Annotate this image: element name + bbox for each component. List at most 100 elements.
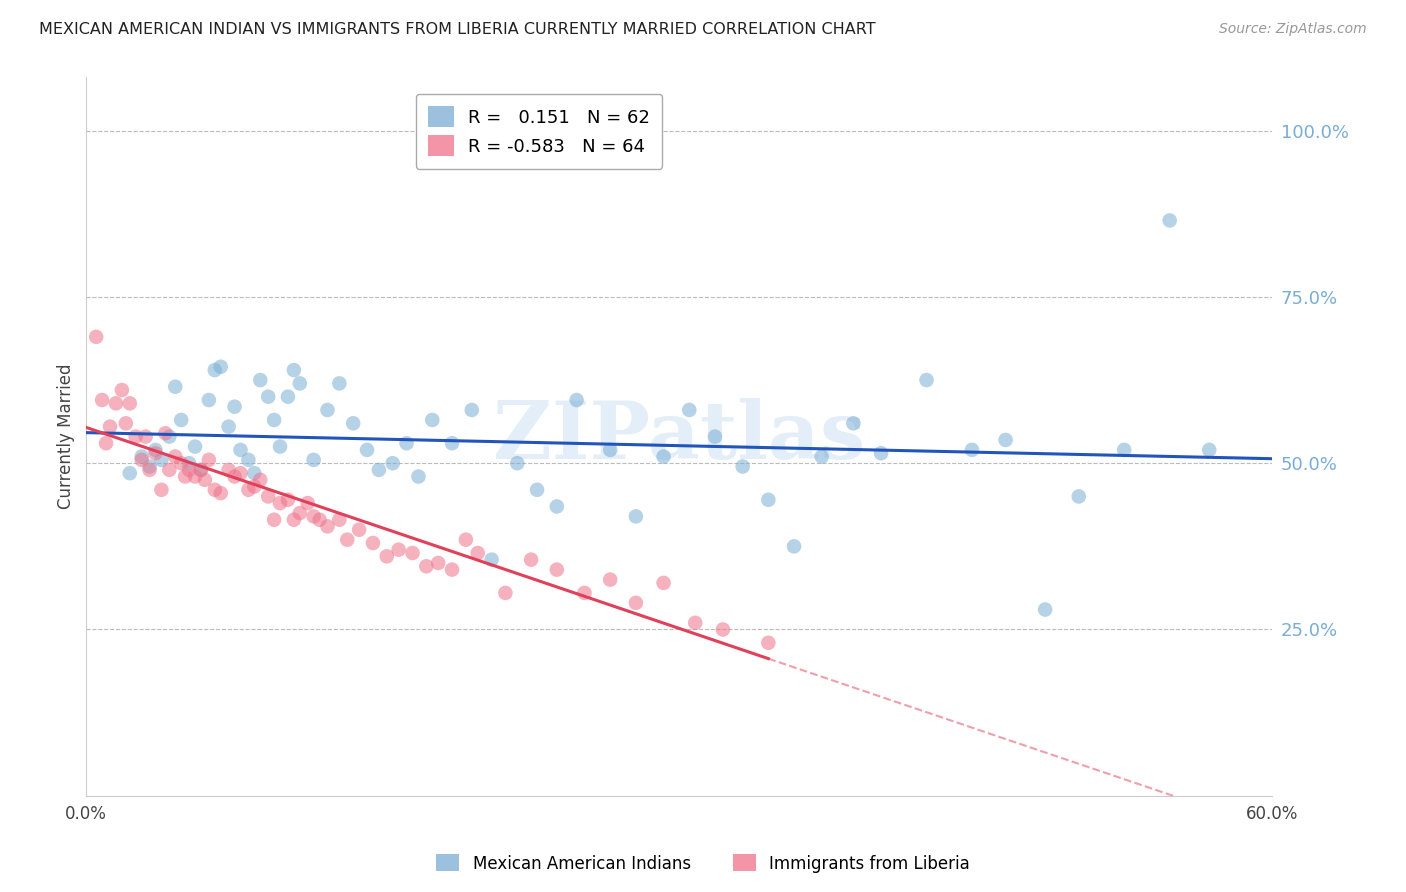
Point <box>150 483 173 497</box>
Point <box>84 330 107 344</box>
Point <box>263 513 285 527</box>
Point <box>915 373 938 387</box>
Point <box>145 446 167 460</box>
Point <box>316 519 339 533</box>
Point <box>870 446 893 460</box>
Point <box>131 450 153 464</box>
Point <box>190 463 212 477</box>
Point <box>138 459 160 474</box>
Point <box>131 453 153 467</box>
Point <box>1067 490 1090 504</box>
Point <box>277 492 299 507</box>
Point <box>994 433 1017 447</box>
Point <box>177 463 200 477</box>
Point <box>316 403 339 417</box>
Point <box>420 413 443 427</box>
Point <box>249 473 271 487</box>
Point <box>454 533 477 547</box>
Point <box>427 556 450 570</box>
Point <box>157 463 180 477</box>
Point <box>111 383 134 397</box>
Point <box>288 506 311 520</box>
Point <box>165 380 187 394</box>
Point <box>494 586 516 600</box>
Point <box>238 483 260 497</box>
Point <box>711 623 734 637</box>
Point <box>408 469 430 483</box>
Point <box>520 552 543 566</box>
Point <box>283 363 305 377</box>
Point <box>731 459 754 474</box>
Point <box>170 413 193 427</box>
Point <box>395 436 418 450</box>
Point <box>415 559 437 574</box>
Text: ZIPatlas: ZIPatlas <box>494 398 866 475</box>
Point <box>269 496 291 510</box>
Point <box>302 453 325 467</box>
Point <box>190 463 212 477</box>
Point <box>441 563 464 577</box>
Point <box>546 563 568 577</box>
Point <box>218 419 240 434</box>
Point <box>283 513 305 527</box>
Point <box>375 549 398 564</box>
Point <box>624 509 647 524</box>
Point <box>145 442 167 457</box>
Point <box>356 442 378 457</box>
Point <box>1159 213 1181 227</box>
Point <box>198 392 221 407</box>
Point <box>243 466 266 480</box>
Point <box>810 450 832 464</box>
Point <box>157 429 180 443</box>
Point <box>574 586 596 600</box>
Point <box>1114 442 1136 457</box>
Point <box>506 456 529 470</box>
Point <box>94 436 117 450</box>
Point <box>118 466 141 480</box>
Point <box>481 552 503 566</box>
Point <box>401 546 423 560</box>
Point <box>104 396 127 410</box>
Point <box>1033 602 1056 616</box>
Point <box>209 359 232 374</box>
Point <box>125 429 148 443</box>
Point <box>599 573 621 587</box>
Point <box>783 539 806 553</box>
Point <box>174 469 197 483</box>
Point <box>269 440 291 454</box>
Point <box>756 492 779 507</box>
Point <box>184 469 207 483</box>
Point <box>328 513 350 527</box>
Text: Source: ZipAtlas.com: Source: ZipAtlas.com <box>1219 22 1367 37</box>
Point <box>91 392 114 407</box>
Point <box>302 509 325 524</box>
Point <box>204 483 226 497</box>
Y-axis label: Currently Married: Currently Married <box>58 364 75 509</box>
Point <box>288 376 311 391</box>
Point <box>277 390 299 404</box>
Point <box>652 450 675 464</box>
Point <box>165 450 187 464</box>
Point <box>257 490 280 504</box>
Point <box>388 542 411 557</box>
Point <box>624 596 647 610</box>
Point <box>204 363 226 377</box>
Point <box>184 440 207 454</box>
Text: MEXICAN AMERICAN INDIAN VS IMMIGRANTS FROM LIBERIA CURRENTLY MARRIED CORRELATION: MEXICAN AMERICAN INDIAN VS IMMIGRANTS FR… <box>39 22 876 37</box>
Point <box>224 400 246 414</box>
Point <box>441 436 464 450</box>
Point <box>683 615 706 630</box>
Point <box>308 513 330 527</box>
Legend: Mexican American Indians, Immigrants from Liberia: Mexican American Indians, Immigrants fro… <box>429 847 977 880</box>
Point <box>170 456 193 470</box>
Point <box>461 403 484 417</box>
Legend: R =   0.151   N = 62, R = -0.583   N = 64: R = 0.151 N = 62, R = -0.583 N = 64 <box>416 94 662 169</box>
Point <box>361 536 384 550</box>
Point <box>150 453 173 467</box>
Point <box>229 466 252 480</box>
Point <box>224 469 246 483</box>
Point <box>238 453 260 467</box>
Point <box>257 390 280 404</box>
Point <box>704 429 727 443</box>
Point <box>249 373 271 387</box>
